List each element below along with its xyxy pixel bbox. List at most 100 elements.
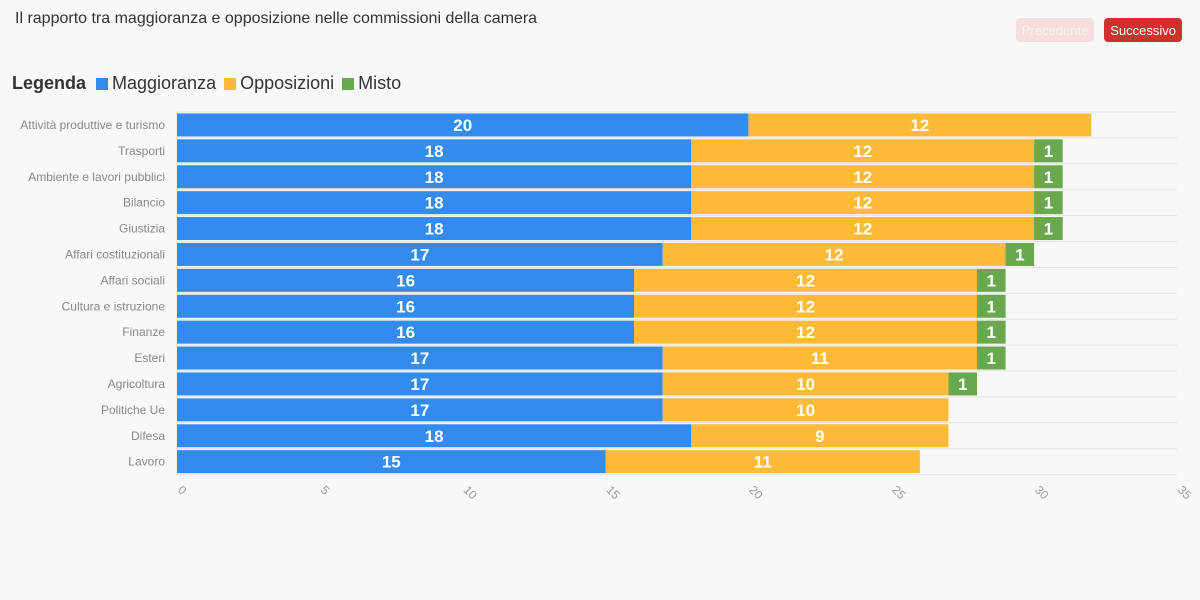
bar-misto-finanze bbox=[977, 320, 1006, 344]
bar-opposizioni-lavoro bbox=[605, 450, 920, 474]
bar-maggioranza-difesa bbox=[177, 424, 692, 448]
data-label-opposizioni-ambiente-e-lavori-pubblici: 12 bbox=[853, 168, 872, 187]
category-label-affari-costituzionali: Affari costituzionali bbox=[65, 247, 165, 261]
legend-title: Legenda bbox=[12, 73, 87, 93]
bar-misto-cultura-e-istruzione bbox=[977, 294, 1006, 318]
data-label-misto-affari-costituzionali: 1 bbox=[1015, 245, 1024, 264]
bar-misto-giustizia bbox=[1034, 217, 1063, 241]
category-label-cultura-e-istruzione: Cultura e istruzione bbox=[62, 299, 166, 313]
legend-label-opposizioni: Opposizioni bbox=[240, 73, 335, 93]
category-label-giustizia: Giustizia bbox=[119, 222, 165, 236]
bar-maggioranza-attivita-produttive-e-turismo bbox=[177, 113, 749, 137]
data-label-maggioranza-agricoltura: 17 bbox=[410, 375, 429, 394]
bar-misto-agricoltura bbox=[948, 372, 977, 396]
bar-misto-affari-sociali bbox=[977, 268, 1006, 292]
bar-maggioranza-agricoltura bbox=[177, 372, 663, 396]
data-label-opposizioni-trasporti: 12 bbox=[853, 142, 872, 161]
bar-maggioranza-affari-sociali bbox=[177, 268, 635, 292]
data-label-maggioranza-attivita-produttive-e-turismo: 20 bbox=[453, 116, 472, 135]
data-label-maggioranza-lavoro: 15 bbox=[382, 453, 401, 472]
bar-opposizioni-attivita-produttive-e-turismo bbox=[748, 113, 1092, 137]
data-label-maggioranza-difesa: 18 bbox=[425, 427, 444, 446]
legend-swatch-maggioranza bbox=[96, 77, 109, 90]
data-label-maggioranza-giustizia: 18 bbox=[425, 220, 444, 239]
legend-item-misto[interactable]: Misto bbox=[342, 73, 401, 94]
category-label-lavoro: Lavoro bbox=[128, 455, 165, 469]
data-label-opposizioni-lavoro: 11 bbox=[754, 453, 772, 472]
legend-item-maggioranza[interactable]: Maggioranza bbox=[96, 73, 216, 94]
bar-misto-trasporti bbox=[1034, 139, 1063, 163]
bar-misto-affari-costituzionali bbox=[1005, 242, 1035, 266]
bar-opposizioni-difesa bbox=[691, 424, 949, 448]
bar-maggioranza-bilancio bbox=[177, 191, 692, 215]
legend-item-opposizioni[interactable]: Opposizioni bbox=[224, 73, 334, 94]
bar-opposizioni-giustizia bbox=[691, 217, 1035, 241]
bar-maggioranza-politiche-ue bbox=[177, 398, 663, 422]
legend-label-misto: Misto bbox=[358, 73, 402, 93]
data-label-opposizioni-bilancio: 12 bbox=[853, 194, 872, 213]
bar-maggioranza-finanze bbox=[177, 320, 635, 344]
data-label-opposizioni-giustizia: 12 bbox=[853, 220, 872, 239]
category-label-bilancio: Bilancio bbox=[123, 196, 165, 210]
data-label-maggioranza-bilancio: 18 bbox=[425, 194, 444, 213]
x-tick-label: 25 bbox=[889, 483, 909, 503]
next-button[interactable]: Successivo bbox=[1104, 18, 1182, 42]
bar-opposizioni-esteri bbox=[662, 346, 977, 370]
bar-opposizioni-trasporti bbox=[691, 139, 1035, 163]
bar-opposizioni-affari-sociali bbox=[634, 268, 977, 292]
data-label-opposizioni-finanze: 12 bbox=[796, 323, 815, 342]
data-label-misto-trasporti: 1 bbox=[1044, 142, 1053, 161]
category-label-trasporti: Trasporti bbox=[118, 144, 165, 158]
navigation: Precedente Successivo bbox=[1015, 18, 1182, 42]
data-label-misto-bilancio: 1 bbox=[1044, 194, 1053, 213]
chart-title: Il rapporto tra maggioranza e opposizion… bbox=[15, 10, 538, 27]
data-label-opposizioni-attivita-produttive-e-turismo: 12 bbox=[910, 116, 929, 135]
data-label-maggioranza-finanze: 16 bbox=[396, 323, 415, 342]
x-tick-label: 15 bbox=[603, 483, 623, 503]
bar-opposizioni-agricoltura bbox=[662, 372, 949, 396]
category-label-attivita-produttive-e-turismo: Attività produttive e turismo bbox=[20, 118, 165, 132]
data-label-opposizioni-cultura-e-istruzione: 12 bbox=[796, 297, 815, 316]
category-label-finanze: Finanze bbox=[122, 325, 165, 339]
legend: Legenda Maggioranza Opposizioni Misto bbox=[12, 73, 409, 94]
bar-opposizioni-bilancio bbox=[691, 191, 1035, 215]
data-label-opposizioni-difesa: 9 bbox=[815, 427, 824, 446]
data-label-opposizioni-politiche-ue: 10 bbox=[796, 401, 815, 420]
data-label-maggioranza-esteri: 17 bbox=[410, 349, 429, 368]
category-label-ambiente-e-lavori-pubblici: Ambiente e lavori pubblici bbox=[28, 170, 165, 184]
category-label-esteri: Esteri bbox=[134, 351, 165, 365]
data-label-misto-cultura-e-istruzione: 1 bbox=[987, 297, 996, 316]
data-label-misto-agricoltura: 1 bbox=[958, 375, 967, 394]
bar-misto-ambiente-e-lavori-pubblici bbox=[1034, 165, 1063, 189]
previous-button[interactable]: Precedente bbox=[1015, 18, 1095, 42]
legend-swatch-misto bbox=[342, 77, 355, 90]
x-tick-label: 0 bbox=[175, 483, 190, 498]
x-tick-label: 35 bbox=[1175, 483, 1195, 503]
data-label-misto-ambiente-e-lavori-pubblici: 1 bbox=[1044, 168, 1053, 187]
category-label-agricoltura: Agricoltura bbox=[108, 377, 166, 391]
data-label-misto-esteri: 1 bbox=[987, 349, 996, 368]
bar-maggioranza-affari-costituzionali bbox=[177, 242, 663, 266]
bar-opposizioni-politiche-ue bbox=[662, 398, 949, 422]
bar-maggioranza-esteri bbox=[177, 346, 663, 370]
legend-label-maggioranza: Maggioranza bbox=[112, 73, 217, 93]
legend-swatch-opposizioni bbox=[224, 77, 237, 90]
data-label-opposizioni-agricoltura: 10 bbox=[796, 375, 815, 394]
data-label-misto-affari-sociali: 1 bbox=[987, 271, 996, 290]
data-label-maggioranza-affari-costituzionali: 17 bbox=[410, 245, 429, 264]
bar-maggioranza-giustizia bbox=[177, 217, 692, 241]
x-tick-label: 10 bbox=[461, 483, 481, 503]
data-label-maggioranza-affari-sociali: 16 bbox=[396, 271, 415, 290]
x-tick-label: 30 bbox=[1032, 483, 1052, 503]
data-label-misto-finanze: 1 bbox=[987, 323, 996, 342]
data-label-maggioranza-politiche-ue: 17 bbox=[410, 401, 429, 420]
data-label-misto-giustizia: 1 bbox=[1044, 220, 1053, 239]
bar-opposizioni-affari-costituzionali bbox=[662, 242, 1006, 266]
bar-misto-esteri bbox=[977, 346, 1006, 370]
data-label-maggioranza-cultura-e-istruzione: 16 bbox=[396, 297, 415, 316]
x-tick-label: 20 bbox=[746, 483, 766, 503]
category-label-affari-sociali: Affari sociali bbox=[101, 273, 165, 287]
bar-maggioranza-trasporti bbox=[177, 139, 692, 163]
data-label-opposizioni-affari-sociali: 12 bbox=[796, 271, 815, 290]
